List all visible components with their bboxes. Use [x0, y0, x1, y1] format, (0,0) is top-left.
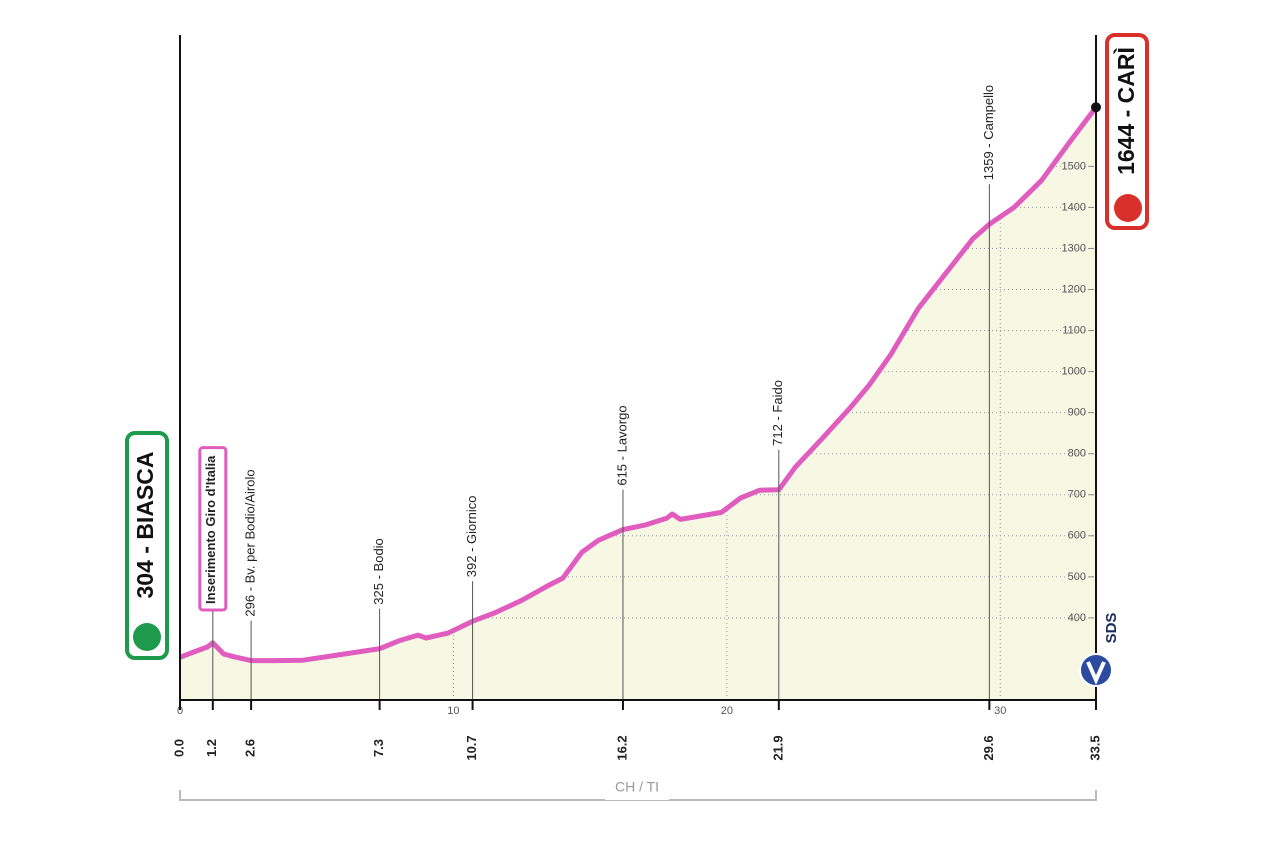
waypoint-label: 296 - Bv. per Bodio/Airolo: [243, 469, 258, 616]
km-label: 16.2: [614, 735, 629, 760]
y-tick-label: 1400: [1062, 201, 1086, 213]
profile-area: [180, 107, 1096, 700]
y-tick-label: 900: [1068, 407, 1086, 419]
start-label: 304 - BIASCA: [132, 452, 158, 599]
y-tick-label: 400: [1068, 612, 1086, 624]
km-label: 29.6: [981, 735, 996, 760]
y-tick-label: 500: [1068, 571, 1086, 583]
km-label: 33.5: [1087, 735, 1102, 760]
finish-badge: 1644 - CARÌ: [1105, 33, 1149, 230]
km-label: 0.0: [171, 739, 186, 757]
km-label: 10.7: [464, 735, 479, 760]
y-tick-label: 600: [1068, 530, 1086, 542]
region-bg: [605, 778, 669, 800]
y-tick-label: 1200: [1062, 283, 1086, 295]
x-tick-label: 0: [177, 705, 183, 717]
waypoint-label: Inserimento Giro d'Italia: [203, 455, 218, 604]
x-tick-label: 10: [447, 705, 459, 717]
waypoint-box: [198, 446, 228, 612]
x-tick-label: 20: [721, 705, 733, 717]
region-label: CH / TI: [615, 779, 659, 795]
waypoint-label: 712 - Faido: [770, 380, 785, 446]
waypoint-label: 392 - Giornico: [464, 496, 479, 578]
y-tick-label: 1500: [1062, 160, 1086, 172]
y-tick-label: 700: [1068, 489, 1086, 501]
y-tick-label: 800: [1068, 448, 1086, 460]
waypoint-label: 615 - Lavorgo: [614, 405, 629, 485]
km-label: 21.9: [770, 735, 785, 760]
km-label: 2.6: [243, 739, 258, 757]
waypoint-label: 325 - Bodio: [371, 538, 386, 605]
x-tick-label: 30: [994, 705, 1006, 717]
y-tick-label: 1000: [1062, 366, 1086, 378]
km-label: 1.2: [204, 739, 219, 757]
finish-label: 1644 - CARÌ: [1112, 47, 1139, 175]
start-badge: 304 - BIASCA: [125, 431, 169, 660]
waypoint-label: 1359 - Campello: [981, 85, 996, 180]
logo-text: SDS: [1103, 613, 1120, 644]
km-label: 7.3: [371, 739, 386, 757]
y-tick-label: 1300: [1062, 242, 1086, 254]
logo-icon: [1079, 653, 1113, 687]
profile-line: [179, 105, 1098, 664]
y-tick-label: 1100: [1062, 324, 1086, 336]
